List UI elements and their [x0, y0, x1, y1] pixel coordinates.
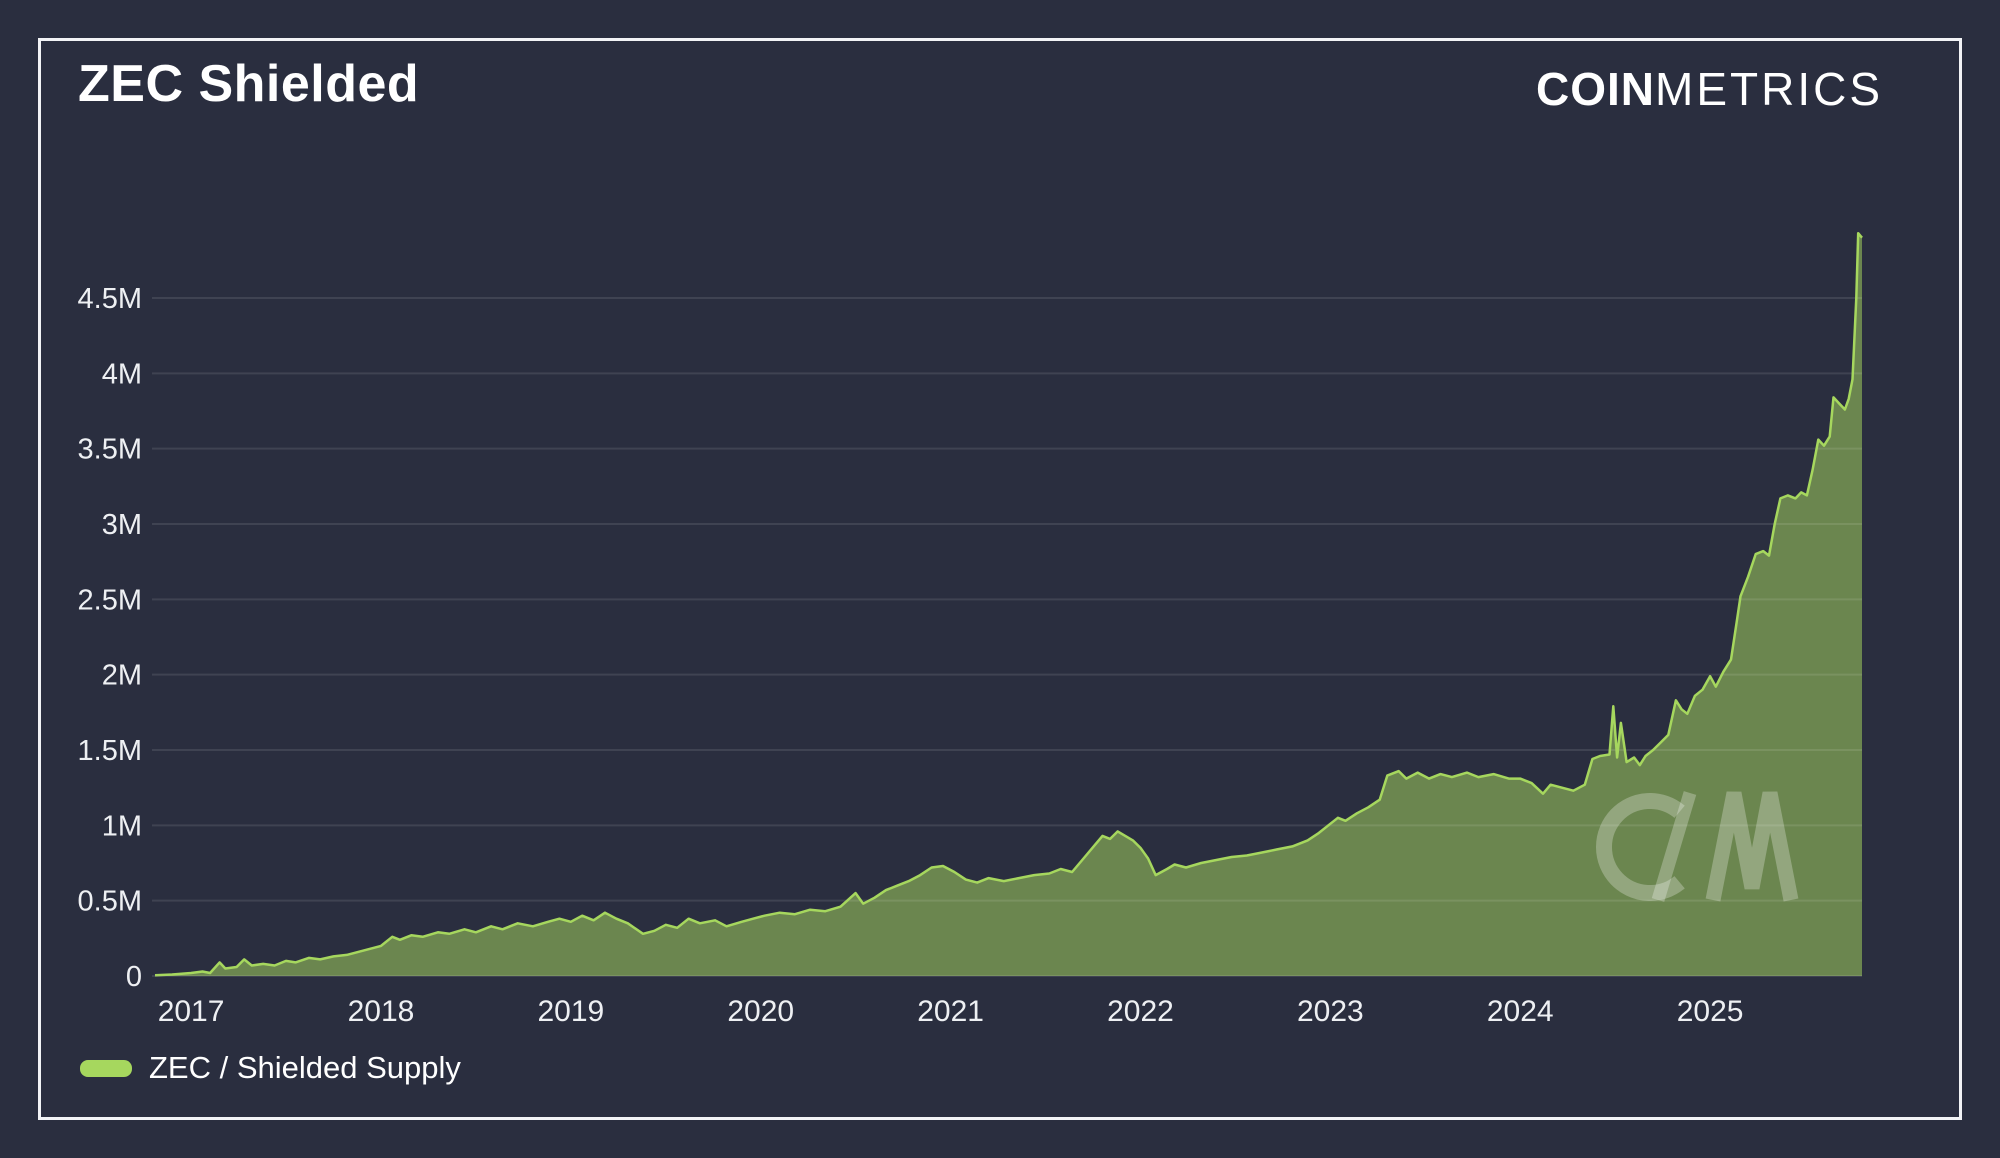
svg-text:2.5M: 2.5M [78, 584, 142, 616]
svg-text:2019: 2019 [537, 995, 604, 1028]
svg-text:3.5M: 3.5M [78, 434, 142, 466]
coinmetrics-monogram-icon [1596, 791, 1799, 902]
svg-text:2021: 2021 [917, 995, 984, 1028]
svg-text:4M: 4M [102, 358, 142, 390]
svg-text:2024: 2024 [1487, 995, 1554, 1028]
svg-text:0.5M: 0.5M [78, 886, 142, 918]
logo-text-metrics: METRICS [1655, 63, 1883, 115]
svg-text:2023: 2023 [1297, 995, 1364, 1028]
legend-label: ZEC / Shielded Supply [149, 1050, 461, 1085]
svg-text:1M: 1M [102, 810, 142, 842]
card-frame [38, 38, 1962, 1120]
page-title: ZEC Shielded [78, 55, 420, 113]
svg-text:4.5M: 4.5M [78, 283, 142, 315]
svg-text:2025: 2025 [1677, 995, 1744, 1028]
legend-swatch-icon [80, 1059, 132, 1077]
coinmetrics-logo: COINMETRICS [1536, 62, 1883, 116]
legend: ZEC / Shielded Supply [80, 1050, 461, 1086]
svg-text:2020: 2020 [727, 995, 794, 1028]
svg-text:2017: 2017 [158, 995, 225, 1028]
svg-text:0: 0 [126, 961, 142, 993]
svg-text:2022: 2022 [1107, 995, 1174, 1028]
svg-text:2M: 2M [102, 660, 142, 692]
svg-text:1.5M: 1.5M [78, 735, 142, 767]
svg-text:3M: 3M [102, 509, 142, 541]
logo-text-coin: COIN [1536, 63, 1655, 115]
svg-text:2018: 2018 [348, 995, 415, 1028]
